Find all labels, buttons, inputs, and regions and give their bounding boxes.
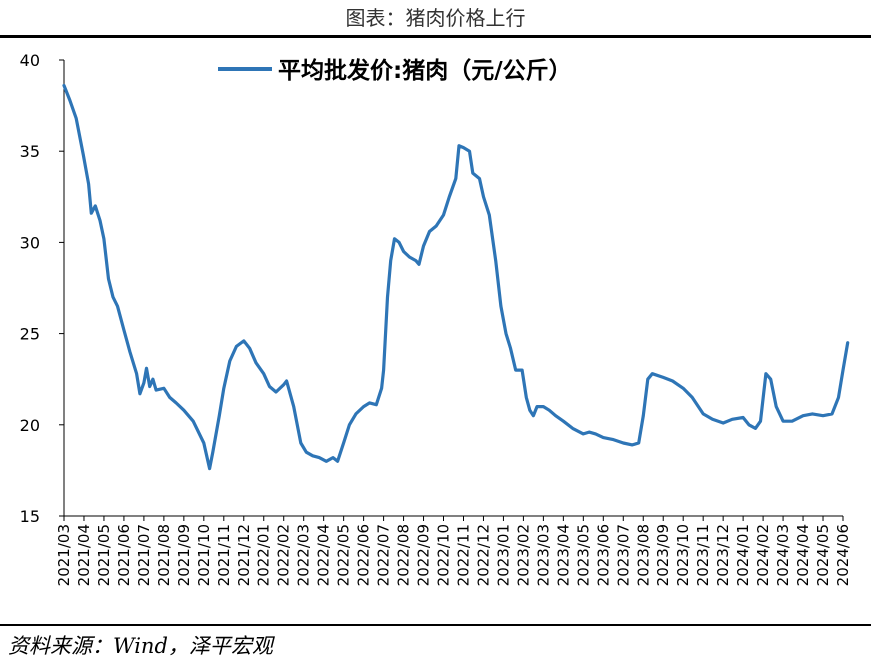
- x-tick-label: 2023/01: [494, 524, 512, 586]
- x-tick-label: 2024/01: [734, 524, 752, 586]
- x-tick-label: 2023/03: [534, 524, 552, 586]
- x-tick-label: 2023/05: [574, 524, 592, 586]
- x-tick-label: 2023/11: [694, 524, 712, 586]
- x-tick-label: 2022/06: [355, 524, 373, 586]
- x-tick-label: 2022/03: [295, 524, 313, 586]
- page-title: 图表：猪肉价格上行: [345, 6, 526, 30]
- x-tick-label: 2022/04: [315, 524, 333, 586]
- x-tick-label: 2022/07: [375, 524, 393, 586]
- x-axis-ticks: 2021/03 2021/04 2021/05 2021/06 2021/07 2021/…: [55, 516, 852, 586]
- x-tick-label: 2021/06: [115, 524, 133, 586]
- x-tick-label: 2023/04: [554, 524, 572, 586]
- x-tick-label: 2023/10: [674, 524, 692, 586]
- x-tick-label: 2022/01: [255, 524, 273, 586]
- x-tick-label: 2021/08: [155, 524, 173, 586]
- x-tick-label: 2021/05: [95, 524, 113, 586]
- x-tick-label: 2024/04: [794, 524, 812, 586]
- x-tick-label: 2022/11: [454, 524, 472, 586]
- y-axis-ticks: 15 20 25 30 35 40: [20, 51, 64, 526]
- x-tick-label: 2021/09: [175, 524, 193, 586]
- source-note: 资料来源：Wind，泽平宏观: [8, 634, 273, 658]
- y-tick-label: 30: [20, 233, 40, 252]
- series-line-pork-price: [62, 83, 850, 471]
- x-tick-label: 2024/02: [754, 524, 772, 586]
- x-tick-label: 2021/07: [135, 524, 153, 586]
- x-tick-label: 2023/09: [654, 524, 672, 586]
- x-tick-label: 2022/02: [275, 524, 293, 586]
- legend: 平均批发价:猪肉（元/公斤）: [218, 57, 572, 84]
- x-tick-label: 2024/05: [814, 524, 832, 586]
- x-tick-label: 2024/03: [774, 524, 792, 586]
- x-tick-label: 2022/05: [335, 524, 353, 586]
- y-tick-label: 40: [20, 51, 40, 70]
- x-tick-label: 2023/08: [634, 524, 652, 586]
- x-tick-label: 2021/12: [235, 524, 253, 586]
- x-tick-label: 2022/09: [415, 524, 433, 586]
- x-tick-label: 2021/04: [75, 524, 93, 586]
- x-tick-label: 2023/02: [514, 524, 532, 586]
- x-tick-label: 2024/06: [834, 524, 852, 586]
- x-tick-label: 2021/10: [195, 524, 213, 586]
- legend-label: 平均批发价:猪肉（元/公斤）: [278, 57, 572, 84]
- x-tick-label: 2023/12: [714, 524, 732, 586]
- y-tick-label: 35: [20, 142, 40, 161]
- y-tick-label: 15: [20, 507, 40, 526]
- x-tick-label: 2021/11: [215, 524, 233, 586]
- top-divider: [0, 35, 871, 38]
- x-tick-label: 2023/07: [614, 524, 632, 586]
- y-tick-label: 25: [20, 325, 40, 344]
- x-tick-label: 2022/12: [474, 524, 492, 586]
- x-tick-label: 2022/10: [435, 524, 453, 586]
- y-tick-label: 20: [20, 416, 40, 435]
- bottom-divider: [0, 624, 871, 626]
- axes: [63, 60, 843, 517]
- x-tick-label: 2021/03: [55, 524, 73, 586]
- x-tick-label: 2023/06: [594, 524, 612, 586]
- x-tick-label: 2022/08: [395, 524, 413, 586]
